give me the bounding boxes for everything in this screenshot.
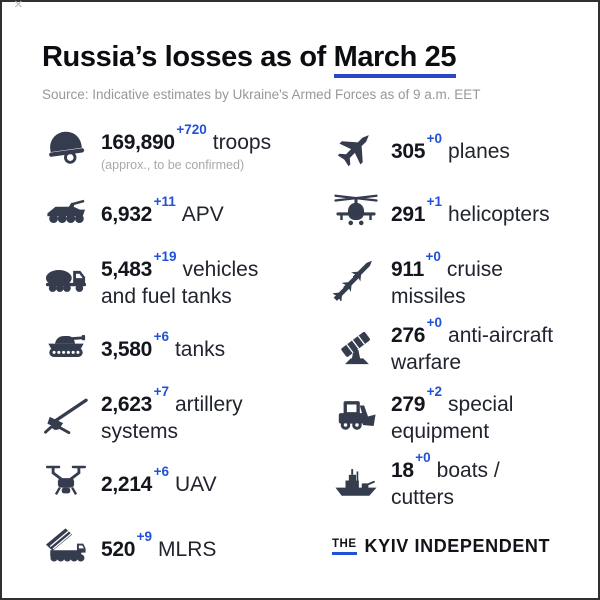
stat-delta: +19 — [153, 249, 177, 264]
stat-delta: +0 — [415, 450, 431, 465]
footer-logo-cell: THE KYIV INDEPENDENT — [332, 509, 568, 583]
stat-label: cruise missiles — [391, 258, 503, 308]
stat-label: special equipment — [391, 393, 514, 443]
stat-value: 291 — [391, 202, 426, 226]
stat-delta: +7 — [153, 384, 169, 399]
stat-label: anti-aircraft warfare — [391, 324, 554, 374]
stat-delta: +9 — [136, 528, 153, 544]
stat-row-uav: 2,214+6 UAV — [42, 453, 332, 509]
stat-delta: +0 — [426, 130, 443, 146]
stat-delta: +11 — [153, 193, 176, 209]
stat-row-boats: 18+0boats / cutters — [332, 450, 568, 509]
fuel-truck-icon — [42, 259, 90, 301]
stat-row-apv: 6,932+11 APV — [42, 177, 332, 245]
mlrs-icon — [42, 525, 90, 567]
tank-icon — [42, 325, 90, 367]
stat-value: 2,623 — [101, 393, 153, 416]
stat-row-special-equipment: 279+2special equipment — [332, 377, 568, 453]
helicopter-icon — [332, 190, 380, 232]
stat-row-mlrs: 520+9 MLRS — [42, 509, 332, 583]
stat-label: artillery systems — [101, 393, 243, 443]
title-date: March 25 — [333, 41, 456, 78]
stat-value: 279 — [391, 393, 426, 416]
stat-label: helicopters — [448, 202, 550, 226]
title-prefix: Russia’s losses as of — [42, 41, 334, 73]
stat-value: 520 — [101, 537, 136, 561]
logo-name: KYIV INDEPENDENT — [364, 535, 551, 556]
fighter-jet-icon — [332, 127, 380, 169]
stat-value: 6,932 — [101, 202, 153, 226]
howitzer-icon — [42, 394, 90, 436]
stat-row-vehicles: 5,483+19vehicles and fuel tanks — [42, 245, 332, 315]
drone-icon — [42, 460, 90, 502]
page-title: Russia’s losses as of March 25 — [42, 41, 568, 78]
stat-value: 276 — [391, 324, 426, 347]
source-line: Source: Indicative estimates by Ukraine'… — [42, 87, 481, 102]
stat-value: 3,580 — [101, 337, 153, 361]
stat-label: tanks — [174, 337, 226, 361]
stat-label: UAV — [174, 472, 217, 496]
stat-row-cruise-missiles: 911+0cruise missiles — [332, 245, 568, 315]
stat-delta: +0 — [426, 315, 443, 330]
stat-label: MLRS — [158, 537, 217, 561]
stat-delta: +720 — [176, 122, 207, 137]
stats-grid: 169,890+720 troops (approx., to be confir… — [42, 119, 568, 583]
logo-the: THE — [332, 538, 357, 555]
infographic: Russia’s losses as of March 25 Source: I… — [2, 41, 598, 583]
stat-row-anti-aircraft: 276+0anti-aircraft warfare — [332, 315, 568, 377]
stat-label: vehicles and fuel tanks — [101, 258, 259, 308]
stat-row-planes: 305+0 planes — [332, 119, 568, 177]
apc-icon — [42, 190, 90, 232]
stat-delta: +2 — [426, 384, 443, 399]
stat-row-artillery: 2,623+7artillery systems — [42, 377, 332, 453]
stat-value: 2,214 — [101, 472, 153, 496]
warship-icon — [332, 460, 380, 502]
helmet-icon — [42, 127, 90, 169]
stat-label: APV — [181, 202, 224, 226]
stat-delta: +1 — [426, 193, 443, 209]
stat-row-troops: 169,890+720 troops (approx., to be confir… — [42, 119, 332, 177]
stat-delta: +0 — [425, 249, 441, 264]
stat-label: boats / cutters — [391, 459, 500, 509]
stat-delta: +6 — [153, 463, 169, 479]
stat-value: 18 — [391, 459, 414, 482]
stat-value: 169,890 — [101, 131, 175, 154]
stat-label: troops — [212, 131, 272, 154]
stat-value: 911 — [391, 258, 424, 281]
stat-note: (approx., to be confirmed) — [101, 158, 245, 172]
kyiv-independent-logo: THE KYIV INDEPENDENT — [332, 536, 550, 557]
stat-label: planes — [448, 139, 510, 163]
stat-row-helicopters: 291+1 helicopters — [332, 177, 568, 245]
anti-aircraft-icon — [332, 325, 380, 367]
cruise-missiles-icon — [332, 259, 380, 301]
corner-artifact: × — [14, 0, 23, 13]
stat-delta: +6 — [153, 328, 169, 344]
stat-value: 305 — [391, 139, 426, 163]
special-equipment-icon — [332, 394, 380, 436]
stat-value: 5,483 — [101, 258, 153, 281]
stat-row-tanks: 3,580+6 tanks — [42, 315, 332, 377]
